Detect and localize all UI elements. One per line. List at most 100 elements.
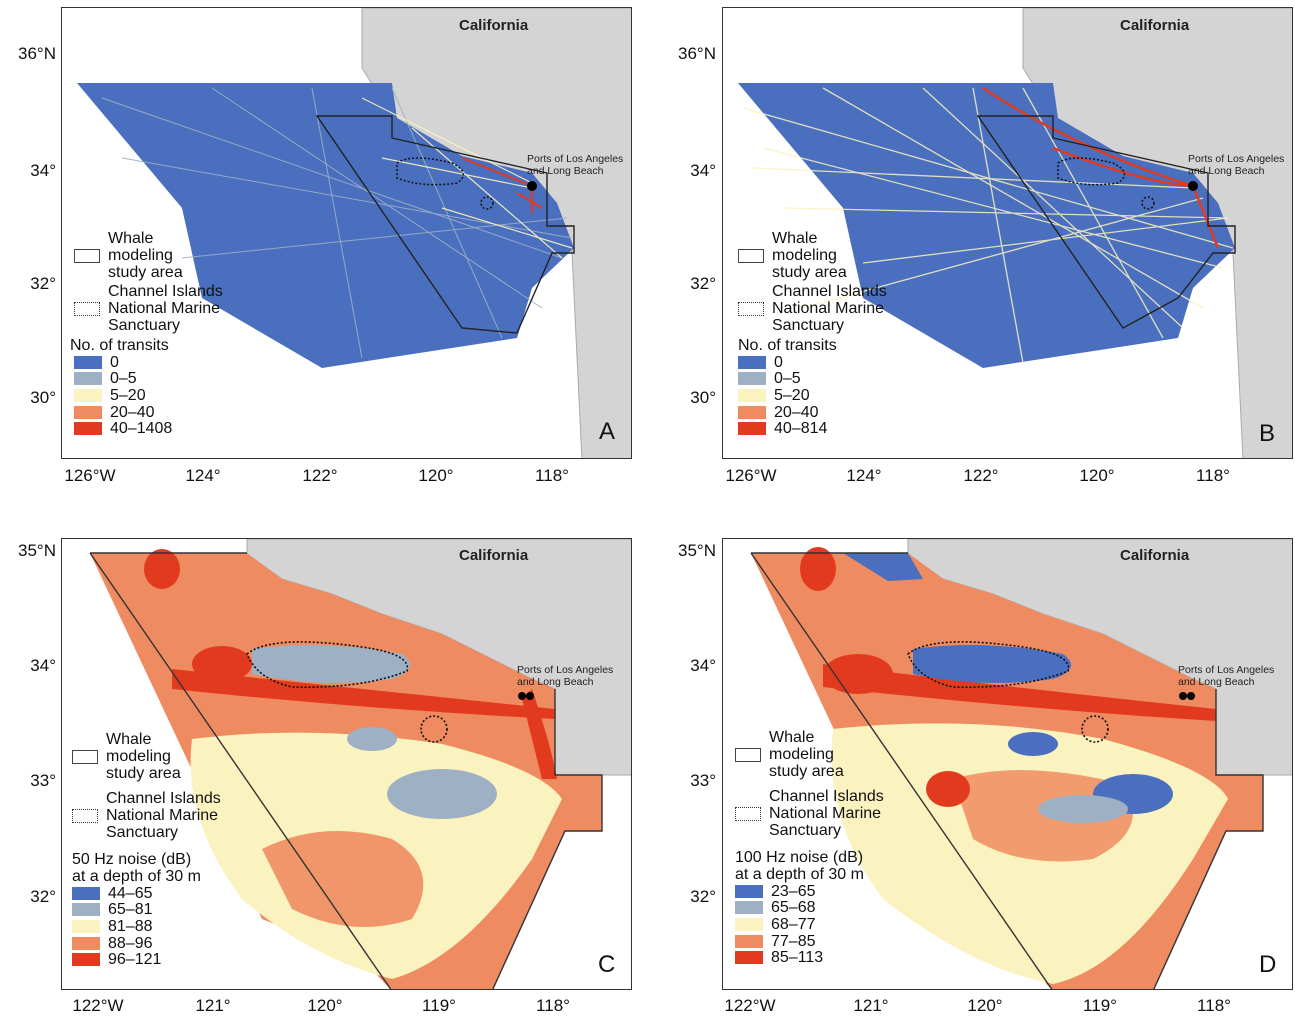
lat-label: 32°	[30, 887, 56, 906]
noise-zone-88-96-inner	[262, 831, 424, 927]
port-marker	[527, 181, 537, 191]
legend-swatch	[735, 884, 763, 898]
lat-label: 36°N	[678, 44, 716, 63]
port-marker	[526, 692, 534, 700]
legend-swatch	[738, 355, 766, 369]
legend-label: 23–65	[771, 882, 816, 900]
panel-letter: C	[598, 951, 616, 978]
legend-study-area-text: Whale modeling study area	[106, 731, 181, 782]
legend-label: 96–121	[108, 951, 162, 969]
noise-zone-77-85-inner	[953, 770, 1133, 862]
lon-label: 126°W	[64, 466, 116, 485]
lon-label: 124°	[185, 466, 221, 485]
port-label: Ports of Los Angeles and Long Beach	[517, 664, 614, 688]
port-marker	[1187, 692, 1195, 700]
state-label: California	[1120, 547, 1190, 564]
legend-swatch	[738, 388, 766, 402]
legend-swatch	[74, 355, 102, 369]
panel-letter: D	[1259, 951, 1277, 978]
port-marker	[518, 692, 526, 700]
sanctuary-outline-south	[420, 715, 448, 743]
study-area-key	[74, 248, 100, 263]
lon-label: 122°W	[72, 996, 124, 1015]
legend-sanctuary-text: Channel Islands National Marine Sanctuar…	[108, 283, 223, 334]
noise-zone-65-81-islands	[252, 645, 410, 683]
noise-zone-85-113-northwest	[800, 547, 836, 591]
sanctuary-outline	[246, 641, 409, 688]
noise-zone-85-113-corridor	[823, 664, 1216, 721]
lat-label: 34°	[30, 656, 56, 675]
sanctuary-outline-south	[1081, 715, 1109, 743]
ocean-raster-zero	[77, 83, 574, 368]
legend-study-area-text: Whale modeling study area	[108, 230, 183, 281]
legend-swatch	[738, 405, 766, 419]
legend-swatch	[74, 388, 102, 402]
legend-swatch	[735, 917, 763, 931]
shipping-lanes-mid	[742, 87, 1234, 364]
noise-zone-96-121-east	[522, 689, 557, 779]
map-legend: Whale modeling study area Channel Island…	[72, 731, 221, 968]
state-label: California	[1120, 17, 1190, 34]
lat-label: 34°	[690, 161, 716, 180]
legend-study-area-text: Whale modeling study area	[772, 230, 847, 281]
panel-letter: A	[599, 418, 616, 445]
legend-swatch	[72, 903, 100, 917]
legend-swatch	[74, 405, 102, 419]
legend-label: 85–113	[771, 949, 824, 967]
legend-swatch	[74, 422, 102, 436]
legend-title: No. of transits	[738, 337, 837, 354]
legend-title: 100 Hz noise (dB) at a depth of 30 m	[735, 849, 864, 883]
map-frame: California Ports of Los Angeles and Long…	[722, 7, 1293, 459]
legend-title: 50 Hz noise (dB) at a depth of 30 m	[72, 851, 201, 885]
lat-label: 36°N	[18, 44, 56, 63]
lon-label: 122°	[302, 466, 338, 485]
state-label: California	[459, 547, 529, 564]
lat-label: 35°N	[678, 541, 716, 560]
sanctuary-key	[72, 808, 98, 823]
sanctuary-outline	[907, 641, 1070, 688]
sanctuary-key	[735, 806, 761, 821]
legend-label: 40–1408	[110, 420, 173, 438]
shipping-lanes-mid	[361, 97, 573, 259]
noise-zone-23-65-central	[1008, 732, 1058, 756]
map-frame: California Ports of Los Angeles and Long…	[61, 538, 632, 990]
port-marker	[1188, 181, 1198, 191]
map-frame: California Ports of Los Angeles and Long…	[61, 7, 632, 459]
lat-label: 33°	[30, 771, 56, 790]
legend-swatch	[72, 886, 100, 900]
legend-label: 20–40	[774, 403, 819, 421]
port-marker	[1179, 692, 1187, 700]
map-legend: Whale modeling study area Channel Island…	[70, 230, 223, 438]
legend-label: 5–20	[774, 386, 810, 404]
legend-study-area-text: Whale modeling study area	[769, 729, 844, 780]
legend-label: 40–814	[774, 420, 828, 438]
whale-study-area-outline	[315, 115, 575, 334]
legend-label: 20–40	[110, 403, 155, 421]
whale-study-area-outline	[976, 115, 1236, 329]
legend-sanctuary-text: Channel Islands National Marine Sanctuar…	[772, 283, 887, 334]
whale-study-area-outline	[750, 552, 1264, 989]
legend-label: 68–77	[771, 915, 816, 933]
lon-label: 122°	[963, 466, 999, 485]
lon-label: 126°W	[725, 466, 777, 485]
legend-sanctuary-text: Channel Islands National Marine Sanctuar…	[769, 788, 884, 839]
legend-label: 65–68	[771, 899, 816, 917]
lon-label: 119°	[1083, 996, 1117, 1015]
legend-sanctuary-text: Channel Islands National Marine Sanctuar…	[106, 790, 221, 841]
map-legend: Whale modeling study area Channel Island…	[735, 729, 884, 966]
noise-zone-65-81-south	[387, 769, 497, 819]
legend-swatch	[735, 951, 763, 965]
lon-label: 120°	[967, 996, 1003, 1015]
lat-label: 32°	[30, 274, 56, 293]
legend-label: 44–65	[108, 884, 153, 902]
legend-swatch	[735, 901, 763, 915]
map-frame: California Ports of Los Angeles and Long…	[722, 538, 1293, 990]
legend-swatch	[74, 372, 102, 386]
sanctuary-outline-south	[480, 196, 494, 210]
map-canvas	[738, 8, 1292, 458]
legend-swatch	[72, 919, 100, 933]
map-canvas	[750, 539, 1292, 989]
port-label: Ports of Los Angeles and Long Beach	[1178, 664, 1275, 688]
noise-zone-96-121-west	[192, 646, 252, 682]
legend-label: 77–85	[771, 932, 816, 950]
